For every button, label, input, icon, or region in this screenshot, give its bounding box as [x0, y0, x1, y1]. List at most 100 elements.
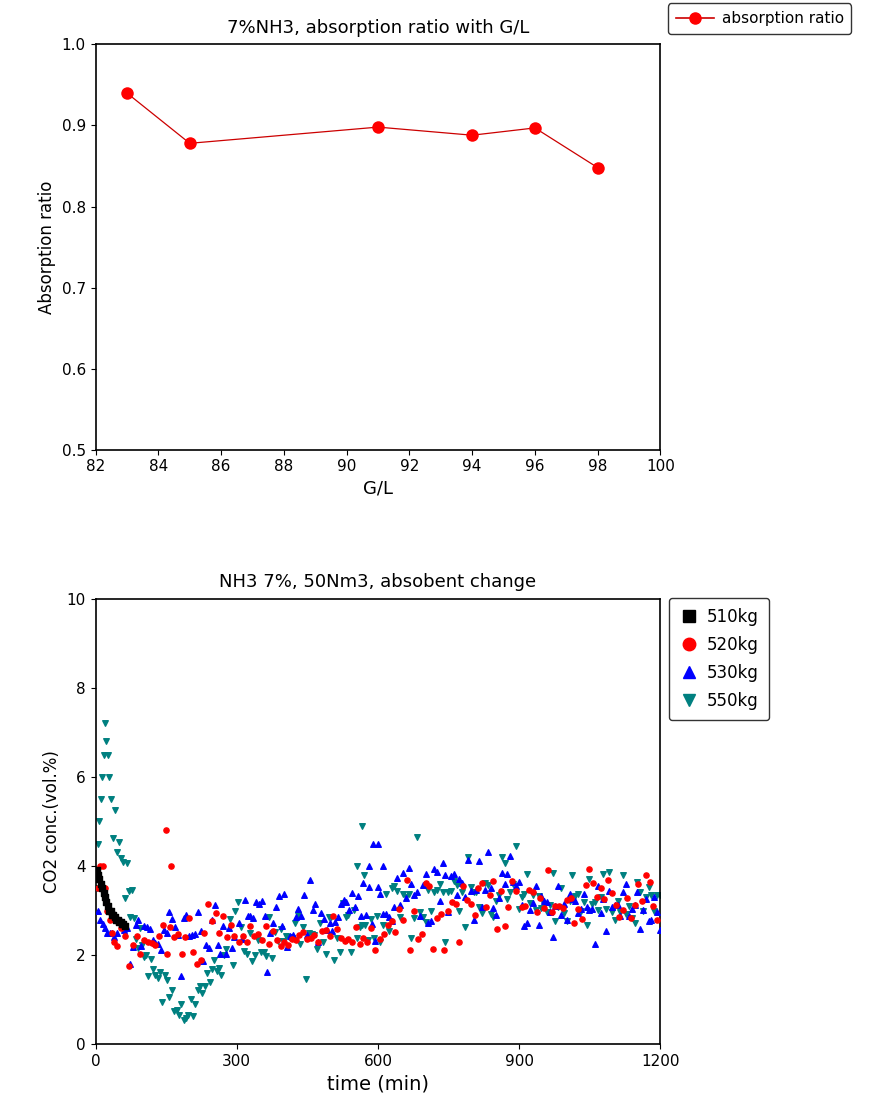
- Point: [103, 902, 117, 920]
- Point: [257, 907, 271, 924]
- Point: [120, 853, 134, 871]
- Point: [619, 904, 633, 922]
- Legend: 510kg, 520kg, 530kg, 550kg: 510kg, 520kg, 530kg, 550kg: [669, 598, 769, 720]
- Point: [191, 981, 205, 999]
- Point: [216, 947, 230, 964]
- Point: [585, 895, 599, 913]
- Point: [487, 872, 501, 890]
- Point: [251, 931, 265, 949]
- Title: NH3 7%, 50Nm3, absobent change: NH3 7%, 50Nm3, absobent change: [220, 573, 536, 591]
- Point: [455, 874, 469, 892]
- Point: [105, 907, 119, 924]
- Point: [574, 902, 587, 920]
- Point: [388, 899, 401, 917]
- Point: [393, 908, 407, 925]
- Point: [146, 960, 160, 978]
- Point: [212, 924, 226, 942]
- Point: [635, 892, 649, 910]
- Title: 7%NH3, absorption ratio with G/L: 7%NH3, absorption ratio with G/L: [227, 19, 529, 38]
- Point: [237, 942, 251, 960]
- Point: [627, 895, 641, 913]
- Point: [645, 911, 659, 929]
- Point: [342, 907, 355, 924]
- Point: [639, 867, 653, 884]
- Point: [600, 900, 614, 918]
- Point: [422, 877, 436, 894]
- Point: [600, 922, 614, 940]
- Point: [521, 865, 534, 883]
- Point: [165, 981, 179, 999]
- Point: [435, 883, 449, 901]
- Point: [129, 917, 143, 934]
- Point: [90, 862, 103, 880]
- Point: [554, 905, 568, 923]
- Point: [96, 745, 110, 763]
- Point: [272, 887, 286, 904]
- Point: [492, 890, 506, 908]
- Point: [519, 897, 533, 914]
- Point: [295, 907, 308, 924]
- Point: [481, 843, 494, 861]
- Point: [274, 920, 288, 938]
- Point: [220, 929, 234, 947]
- Point: [361, 933, 375, 951]
- Point: [127, 909, 141, 927]
- Point: [602, 882, 616, 900]
- Point: [275, 917, 289, 934]
- Point: [630, 883, 644, 901]
- Point: [430, 910, 444, 928]
- Point: [109, 801, 123, 819]
- Point: [374, 931, 388, 949]
- Point: [131, 939, 145, 957]
- Point: [317, 910, 331, 928]
- Point: [223, 917, 237, 934]
- Point: [403, 941, 417, 959]
- Point: [109, 911, 123, 929]
- Point: [605, 898, 619, 915]
- Point: [229, 902, 242, 920]
- Point: [288, 914, 302, 932]
- Point: [435, 853, 449, 871]
- Point: [501, 890, 514, 908]
- Point: [115, 920, 129, 938]
- Point: [523, 893, 537, 911]
- Point: [532, 917, 546, 934]
- Point: [160, 924, 174, 942]
- Point: [503, 847, 517, 864]
- Point: [355, 917, 369, 934]
- Point: [328, 913, 342, 931]
- Point: [241, 907, 255, 924]
- Point: [591, 877, 605, 894]
- Point: [385, 912, 399, 930]
- Point: [546, 928, 560, 945]
- Point: [551, 877, 565, 894]
- Point: [546, 863, 560, 881]
- Point: [494, 849, 508, 867]
- Point: [390, 882, 404, 900]
- Point: [123, 955, 137, 973]
- Point: [169, 1001, 183, 1019]
- Point: [96, 884, 110, 902]
- Point: [512, 900, 526, 918]
- Point: [602, 863, 616, 881]
- Point: [517, 884, 531, 902]
- Point: [616, 867, 630, 884]
- Point: [314, 904, 328, 922]
- Point: [198, 978, 212, 995]
- Point: [328, 951, 342, 969]
- Point: [226, 955, 240, 973]
- Point: [193, 977, 207, 994]
- Point: [302, 871, 316, 889]
- Point: [641, 912, 655, 930]
- Point: [185, 925, 199, 943]
- Point: [274, 937, 288, 954]
- Point: [374, 933, 388, 951]
- Point: [514, 888, 528, 905]
- Point: [568, 892, 582, 910]
- Point: [541, 861, 555, 879]
- Point: [115, 912, 129, 930]
- Point: [216, 907, 230, 924]
- Point: [447, 872, 461, 890]
- Point: [336, 891, 350, 909]
- Point: [645, 887, 659, 904]
